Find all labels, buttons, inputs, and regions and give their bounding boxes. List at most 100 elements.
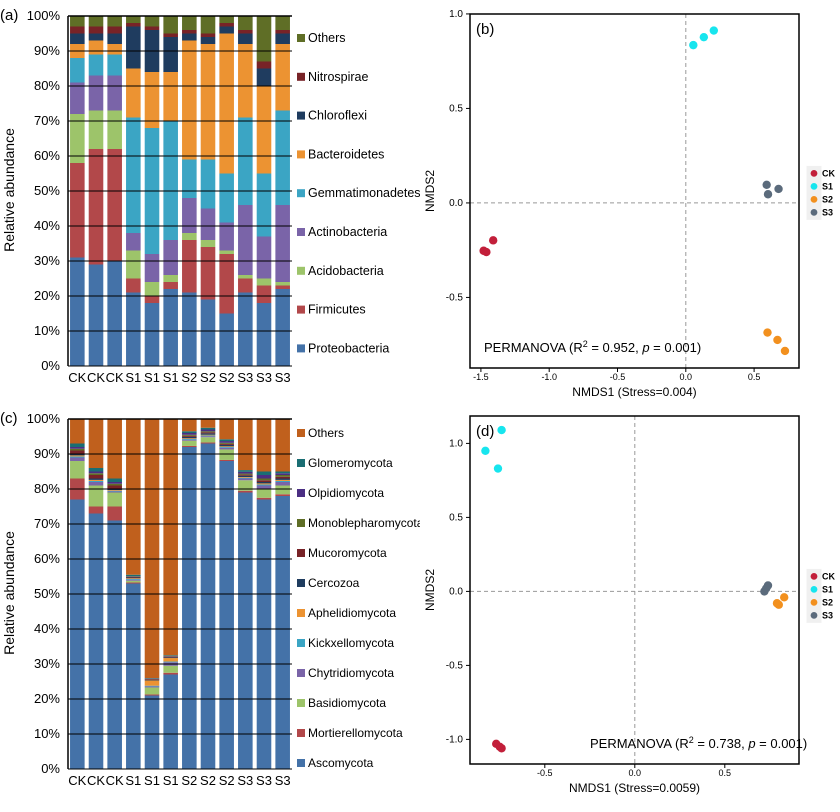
svg-text:Basidiomycota: Basidiomycota (308, 696, 386, 710)
svg-text:CK: CK (822, 571, 835, 581)
svg-text:S1: S1 (144, 370, 160, 385)
svg-text:80%: 80% (34, 78, 60, 93)
svg-text:S2: S2 (200, 370, 216, 385)
svg-text:CK: CK (106, 370, 124, 385)
svg-text:S2: S2 (200, 773, 216, 788)
svg-text:S2: S2 (822, 597, 833, 607)
svg-text:0.5: 0.5 (449, 512, 463, 523)
svg-text:90%: 90% (34, 43, 60, 58)
svg-text:S2: S2 (181, 370, 197, 385)
svg-text:40%: 40% (34, 218, 60, 233)
svg-text:70%: 70% (34, 516, 60, 531)
svg-text:-0.5: -0.5 (537, 768, 553, 778)
svg-text:Nitrospirae: Nitrospirae (308, 70, 368, 84)
svg-text:Gemmatimonadetes: Gemmatimonadetes (308, 186, 420, 200)
svg-text:50%: 50% (34, 586, 60, 601)
svg-text:30%: 30% (34, 253, 60, 268)
svg-text:Aphelidiomycota: Aphelidiomycota (308, 606, 396, 620)
svg-text:PERMANOVA (R2 = 0.738, p = 0: PERMANOVA (R2 = 0.738, p = 0.001) (590, 735, 807, 751)
svg-text:0.5: 0.5 (719, 768, 732, 778)
svg-text:(d): (d) (476, 423, 494, 440)
svg-text:(a): (a) (0, 7, 18, 24)
svg-text:S1: S1 (125, 370, 141, 385)
svg-text:10%: 10% (34, 323, 60, 338)
svg-text:Firmicutes: Firmicutes (308, 303, 366, 317)
svg-text:0.0: 0.0 (629, 768, 642, 778)
svg-text:NMDS1 (Stress=0.004): NMDS1 (Stress=0.004) (572, 385, 696, 399)
svg-text:-1.0: -1.0 (541, 372, 557, 382)
svg-text:100%: 100% (27, 8, 61, 23)
svg-text:S3: S3 (275, 773, 291, 788)
svg-text:Monoblepharomycota: Monoblepharomycota (308, 516, 420, 530)
svg-text:S3: S3 (237, 370, 253, 385)
svg-text:-1.0: -1.0 (446, 734, 464, 745)
svg-text:CK: CK (822, 168, 835, 178)
svg-text:60%: 60% (34, 148, 60, 163)
svg-text:CK: CK (87, 370, 105, 385)
svg-text:S1: S1 (144, 773, 160, 788)
svg-text:(b): (b) (476, 21, 494, 38)
svg-text:0.0: 0.0 (680, 372, 693, 382)
svg-text:S3: S3 (256, 773, 272, 788)
svg-text:60%: 60% (34, 551, 60, 566)
svg-text:1.0: 1.0 (449, 438, 463, 449)
svg-text:S2: S2 (822, 194, 833, 204)
svg-text:PERMANOVA (R2 = 0.952, p = 0: PERMANOVA (R2 = 0.952, p = 0.001) (484, 339, 701, 355)
svg-text:(c): (c) (0, 410, 18, 427)
svg-text:Bacteroidetes: Bacteroidetes (308, 147, 384, 161)
svg-text:Glomeromycota: Glomeromycota (308, 456, 393, 470)
svg-text:CK: CK (87, 773, 105, 788)
svg-text:Proteobacteria: Proteobacteria (308, 341, 389, 355)
svg-text:Others: Others (308, 426, 344, 440)
svg-text:Actinobacteria: Actinobacteria (308, 225, 387, 239)
svg-text:S1: S1 (125, 773, 141, 788)
svg-text:Acidobacteria: Acidobacteria (308, 264, 384, 278)
svg-text:S3: S3 (822, 207, 833, 217)
svg-text:CK: CK (106, 773, 124, 788)
svg-text:S1: S1 (163, 370, 179, 385)
svg-text:Chytridiomycota: Chytridiomycota (308, 666, 394, 680)
svg-text:0.0: 0.0 (449, 198, 463, 209)
svg-text:-0.5: -0.5 (610, 372, 626, 382)
svg-text:S3: S3 (822, 610, 833, 620)
svg-text:0%: 0% (41, 358, 60, 373)
svg-text:1.0: 1.0 (449, 9, 463, 20)
svg-text:Ascomycota: Ascomycota (308, 756, 374, 770)
svg-text:-0.5: -0.5 (446, 292, 464, 303)
svg-text:50%: 50% (34, 183, 60, 198)
svg-text:Relative abundance: Relative abundance (1, 531, 17, 655)
svg-text:Mucoromycota: Mucoromycota (308, 546, 387, 560)
svg-text:S1: S1 (822, 584, 833, 594)
svg-text:S2: S2 (219, 370, 235, 385)
svg-text:100%: 100% (27, 411, 61, 426)
svg-text:90%: 90% (34, 446, 60, 461)
svg-text:20%: 20% (34, 691, 60, 706)
svg-text:Olpidiomycota: Olpidiomycota (308, 486, 384, 500)
svg-text:S1: S1 (163, 773, 179, 788)
svg-text:20%: 20% (34, 288, 60, 303)
svg-text:0.0: 0.0 (449, 586, 463, 597)
svg-text:10%: 10% (34, 726, 60, 741)
svg-text:30%: 30% (34, 656, 60, 671)
svg-text:S3: S3 (237, 773, 253, 788)
svg-text:Others: Others (308, 31, 346, 45)
svg-text:Mortierellomycota: Mortierellomycota (308, 726, 403, 740)
svg-text:-0.5: -0.5 (446, 660, 464, 671)
svg-text:CK: CK (68, 370, 86, 385)
svg-text:0.5: 0.5 (748, 372, 761, 382)
svg-text:S1: S1 (822, 181, 833, 191)
svg-text:70%: 70% (34, 113, 60, 128)
svg-text:NMDS1 (Stress=0.0059): NMDS1 (Stress=0.0059) (569, 781, 700, 795)
svg-text:S3: S3 (256, 370, 272, 385)
svg-text:S2: S2 (181, 773, 197, 788)
svg-text:CK: CK (68, 773, 86, 788)
svg-text:S2: S2 (219, 773, 235, 788)
svg-text:NMDS2: NMDS2 (423, 569, 437, 611)
svg-text:0.5: 0.5 (449, 103, 463, 114)
svg-text:Kickxellomycota: Kickxellomycota (308, 636, 394, 650)
svg-text:40%: 40% (34, 621, 60, 636)
svg-text:Cercozoa: Cercozoa (308, 576, 360, 590)
svg-text:Chloroflexi: Chloroflexi (308, 109, 367, 123)
svg-text:Relative abundance: Relative abundance (1, 128, 17, 252)
svg-text:NMDS2: NMDS2 (423, 170, 437, 212)
